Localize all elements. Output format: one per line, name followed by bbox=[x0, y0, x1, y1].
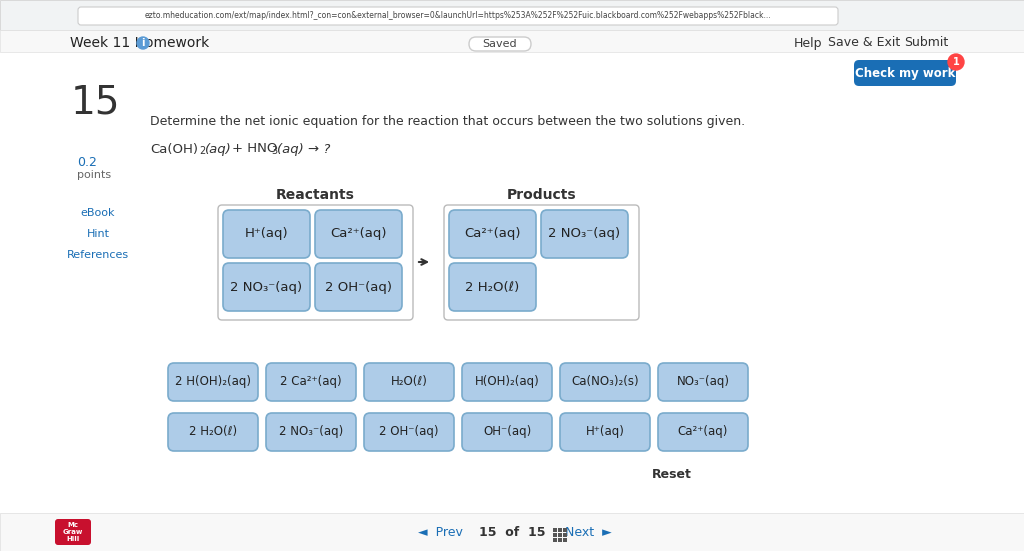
Text: 2: 2 bbox=[199, 146, 205, 156]
Text: i: i bbox=[141, 38, 144, 48]
Text: 3: 3 bbox=[271, 146, 278, 156]
Text: H⁺(aq): H⁺(aq) bbox=[245, 228, 289, 240]
Text: 2 OH⁻(aq): 2 OH⁻(aq) bbox=[325, 280, 392, 294]
FancyBboxPatch shape bbox=[558, 533, 562, 537]
Text: ◄  Prev: ◄ Prev bbox=[418, 526, 463, 538]
Text: Ca²⁺(aq): Ca²⁺(aq) bbox=[678, 425, 728, 439]
FancyBboxPatch shape bbox=[449, 210, 536, 258]
FancyBboxPatch shape bbox=[0, 30, 1024, 52]
Text: Products: Products bbox=[507, 188, 577, 202]
FancyBboxPatch shape bbox=[558, 538, 562, 542]
Circle shape bbox=[948, 54, 964, 70]
Text: Mc
Graw
Hill: Mc Graw Hill bbox=[62, 522, 83, 542]
FancyBboxPatch shape bbox=[444, 205, 639, 320]
FancyBboxPatch shape bbox=[0, 0, 1024, 30]
FancyBboxPatch shape bbox=[78, 7, 838, 25]
Text: Saved: Saved bbox=[482, 39, 517, 49]
Text: (aq): (aq) bbox=[205, 143, 231, 155]
Text: Ca(NO₃)₂(s): Ca(NO₃)₂(s) bbox=[571, 375, 639, 388]
FancyBboxPatch shape bbox=[558, 528, 562, 532]
FancyBboxPatch shape bbox=[364, 363, 454, 401]
Text: 2 Ca²⁺(aq): 2 Ca²⁺(aq) bbox=[281, 375, 342, 388]
Text: H⁺(aq): H⁺(aq) bbox=[586, 425, 625, 439]
Text: Ca²⁺(aq): Ca²⁺(aq) bbox=[331, 228, 387, 240]
FancyBboxPatch shape bbox=[469, 37, 531, 51]
Text: Save & Exit: Save & Exit bbox=[827, 36, 900, 50]
FancyBboxPatch shape bbox=[218, 205, 413, 320]
Text: Reactants: Reactants bbox=[276, 188, 355, 202]
Text: 2 OH⁻(aq): 2 OH⁻(aq) bbox=[379, 425, 438, 439]
Text: 0.2: 0.2 bbox=[77, 156, 97, 170]
FancyBboxPatch shape bbox=[168, 363, 258, 401]
Text: 2 H₂O(ℓ): 2 H₂O(ℓ) bbox=[465, 280, 519, 294]
FancyBboxPatch shape bbox=[223, 210, 310, 258]
Text: Week 11 Homework: Week 11 Homework bbox=[70, 36, 209, 50]
Text: Help: Help bbox=[794, 36, 822, 50]
FancyBboxPatch shape bbox=[553, 528, 557, 532]
FancyBboxPatch shape bbox=[553, 533, 557, 537]
Text: Submit: Submit bbox=[904, 36, 948, 50]
FancyBboxPatch shape bbox=[364, 413, 454, 451]
FancyBboxPatch shape bbox=[658, 363, 748, 401]
FancyBboxPatch shape bbox=[168, 413, 258, 451]
Text: Hint: Hint bbox=[86, 229, 110, 239]
Text: + HNO: + HNO bbox=[232, 143, 278, 155]
Text: 2 NO₃⁻(aq): 2 NO₃⁻(aq) bbox=[549, 228, 621, 240]
FancyBboxPatch shape bbox=[223, 263, 310, 311]
FancyBboxPatch shape bbox=[266, 413, 356, 451]
Text: ezto.mheducation.com/ext/map/index.html?_con=con&external_browser=0&launchUrl=ht: ezto.mheducation.com/ext/map/index.html?… bbox=[144, 12, 771, 20]
FancyBboxPatch shape bbox=[541, 210, 628, 258]
FancyBboxPatch shape bbox=[560, 363, 650, 401]
Text: Next  ►: Next ► bbox=[564, 526, 611, 538]
Text: 15  of  15: 15 of 15 bbox=[479, 526, 545, 538]
Text: 2 H(OH)₂(aq): 2 H(OH)₂(aq) bbox=[175, 375, 251, 388]
Text: NO₃⁻(aq): NO₃⁻(aq) bbox=[677, 375, 729, 388]
Text: Ca(OH): Ca(OH) bbox=[150, 143, 198, 155]
Text: 2 H₂O(ℓ): 2 H₂O(ℓ) bbox=[189, 425, 238, 439]
Text: OH⁻(aq): OH⁻(aq) bbox=[483, 425, 531, 439]
Text: 2 NO₃⁻(aq): 2 NO₃⁻(aq) bbox=[230, 280, 302, 294]
FancyBboxPatch shape bbox=[449, 263, 536, 311]
FancyBboxPatch shape bbox=[563, 533, 567, 537]
FancyBboxPatch shape bbox=[854, 60, 956, 86]
Circle shape bbox=[137, 37, 150, 49]
Text: Reset: Reset bbox=[652, 468, 692, 482]
Text: Determine the net ionic equation for the reaction that occurs between the two so: Determine the net ionic equation for the… bbox=[150, 116, 745, 128]
FancyBboxPatch shape bbox=[315, 263, 402, 311]
Text: (aq) → ?: (aq) → ? bbox=[278, 143, 331, 155]
Text: 15: 15 bbox=[71, 84, 120, 122]
FancyBboxPatch shape bbox=[658, 413, 748, 451]
Text: eBook: eBook bbox=[81, 208, 116, 218]
Text: H₂O(ℓ): H₂O(ℓ) bbox=[390, 375, 427, 388]
Text: 2 NO₃⁻(aq): 2 NO₃⁻(aq) bbox=[279, 425, 343, 439]
Text: 1: 1 bbox=[952, 57, 959, 67]
FancyBboxPatch shape bbox=[462, 413, 552, 451]
FancyBboxPatch shape bbox=[266, 363, 356, 401]
Text: Ca²⁺(aq): Ca²⁺(aq) bbox=[464, 228, 521, 240]
Text: H(OH)₂(aq): H(OH)₂(aq) bbox=[475, 375, 540, 388]
Text: Check my work: Check my work bbox=[855, 67, 955, 79]
Text: points: points bbox=[77, 170, 112, 180]
FancyBboxPatch shape bbox=[0, 513, 1024, 551]
FancyBboxPatch shape bbox=[560, 413, 650, 451]
FancyBboxPatch shape bbox=[55, 519, 91, 545]
FancyBboxPatch shape bbox=[462, 363, 552, 401]
FancyBboxPatch shape bbox=[553, 538, 557, 542]
FancyBboxPatch shape bbox=[563, 538, 567, 542]
Text: References: References bbox=[67, 250, 129, 260]
FancyBboxPatch shape bbox=[315, 210, 402, 258]
FancyBboxPatch shape bbox=[563, 528, 567, 532]
